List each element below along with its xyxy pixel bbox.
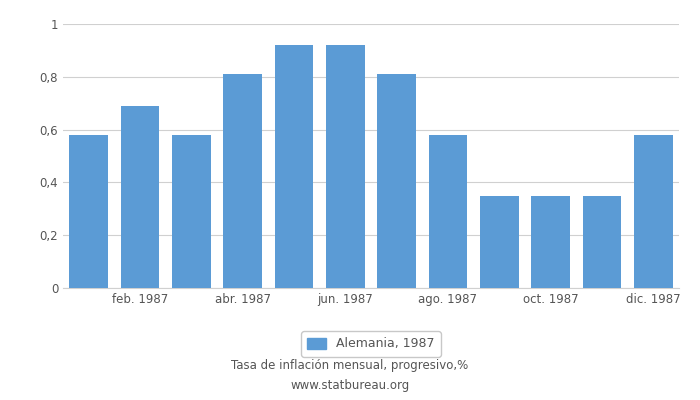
Bar (480, 196, 519, 288)
Legend: Alemania, 1987: Alemania, 1987 (301, 331, 441, 357)
Bar (377, 74, 416, 288)
Bar (274, 45, 314, 288)
Bar (428, 135, 468, 288)
Bar (120, 106, 160, 288)
Bar (172, 135, 211, 288)
Text: Tasa de inflación mensual, progresivo,%: Tasa de inflación mensual, progresivo,% (232, 359, 468, 372)
Bar (223, 74, 262, 288)
Bar (326, 45, 365, 288)
Bar (634, 135, 673, 288)
Bar (531, 196, 570, 288)
Bar (69, 135, 108, 288)
Bar (582, 196, 622, 288)
Text: www.statbureau.org: www.statbureau.org (290, 379, 410, 392)
